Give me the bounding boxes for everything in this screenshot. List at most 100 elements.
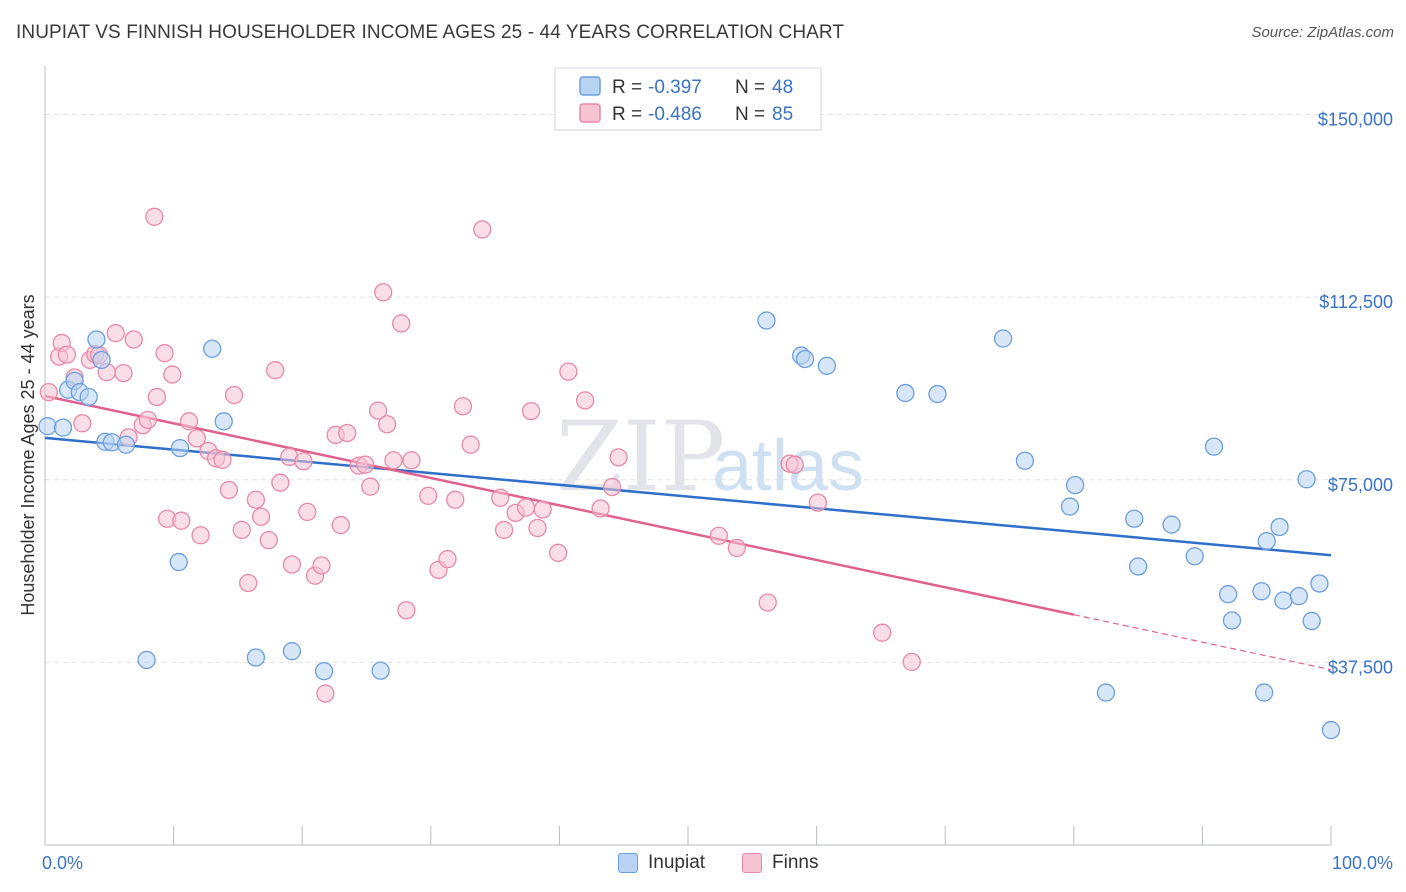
finns-point-45 — [331, 515, 350, 535]
inupiat-point-18 — [314, 661, 334, 681]
finns-point-56 — [402, 451, 421, 470]
finns-point-5 — [73, 414, 92, 433]
y-tick-label-2: $112,500 — [1319, 292, 1393, 312]
inupiat-point-0 — [38, 417, 57, 436]
finns-point-30 — [232, 520, 251, 540]
inupiat-point-1 — [53, 418, 73, 437]
inupiat-point-46 — [1310, 574, 1329, 593]
inupiat-point-27 — [1015, 451, 1035, 470]
finns-point-15 — [138, 410, 158, 430]
inupiat-point-24 — [896, 383, 915, 403]
grid-lines — [45, 114, 1395, 663]
finns-point-79 — [758, 593, 777, 612]
legend-r-label-finns: R = — [612, 104, 642, 125]
bottom-legend-label-finns: Finns — [772, 852, 819, 873]
finns-point-16 — [145, 207, 164, 226]
finns-point-59 — [438, 549, 457, 569]
finns-point-77 — [709, 526, 729, 545]
legend-r-value-inupiat: -0.397 — [648, 77, 702, 98]
finns-point-64 — [491, 488, 510, 507]
x-tick-label-1: 100.0% — [1332, 853, 1393, 873]
finns-point-53 — [384, 451, 403, 470]
finns-point-17 — [147, 387, 167, 407]
inupiat-point-39 — [1254, 683, 1274, 702]
finns-point-82 — [808, 493, 828, 512]
inupiat-point-33 — [1162, 515, 1181, 534]
inupiat-point-38 — [1252, 582, 1271, 601]
inupiat-point-6 — [87, 330, 106, 349]
legend-n-label-finns: N = — [735, 104, 765, 125]
inupiat-point-22 — [795, 349, 815, 369]
finns-point-72 — [559, 362, 578, 381]
finns-point-23 — [187, 429, 206, 448]
inupiat-point-25 — [928, 384, 947, 404]
finns-point-39 — [294, 452, 313, 471]
legend-swatch-finns — [579, 103, 601, 123]
inupiat-point-20 — [757, 311, 776, 330]
bottom-legend-swatch-inupiat — [618, 853, 638, 873]
finns-point-31 — [239, 573, 258, 593]
finns-point-36 — [271, 473, 290, 492]
inupiat-point-34 — [1185, 547, 1204, 566]
bottom-legend-swatch-finns — [742, 853, 762, 873]
finns-point-46 — [338, 423, 357, 443]
legend-r-label-inupiat: R = — [612, 77, 642, 98]
finns-point-29 — [224, 385, 244, 405]
bottom-legend-inupiat: Inupiat — [618, 852, 705, 874]
source-label: Source: ZipAtlas.com — [1251, 24, 1394, 41]
bottom-legend: Inupiat Finns — [0, 852, 1406, 876]
finns-point-76 — [609, 448, 628, 467]
finns-point-10 — [106, 324, 125, 343]
legend-r-value-finns: -0.486 — [648, 104, 702, 125]
inupiat-point-43 — [1289, 587, 1308, 606]
finns-point-62 — [461, 435, 480, 454]
finns-point-51 — [374, 283, 393, 302]
finns-point-55 — [397, 601, 416, 620]
finns-point-48 — [356, 455, 375, 474]
bottom-legend-finns: Finns — [742, 852, 818, 874]
inupiat-point-35 — [1204, 437, 1224, 456]
finns-points — [39, 207, 921, 703]
finns-point-78 — [727, 538, 747, 558]
finns-trend-extension — [1073, 614, 1332, 671]
finns-point-13 — [124, 330, 143, 349]
y-axis-label: Householder Income Ages 25 - 44 years — [18, 294, 38, 615]
finns-point-32 — [246, 490, 266, 509]
inupiat-point-28 — [1060, 497, 1080, 516]
inupiat-point-11 — [137, 650, 156, 670]
inupiat-point-12 — [170, 438, 190, 458]
finns-point-84 — [902, 652, 921, 672]
finns-point-49 — [361, 477, 380, 496]
legend-n-value-inupiat: 48 — [772, 77, 793, 98]
inupiat-point-17 — [282, 642, 302, 661]
finns-point-38 — [282, 555, 302, 574]
finns-point-63 — [473, 220, 492, 239]
inupiat-point-47 — [1321, 720, 1341, 740]
inupiat-point-36 — [1218, 585, 1238, 604]
legend-n-label-inupiat: N = — [735, 77, 765, 98]
finns-trend-line — [44, 394, 1075, 616]
tick-labels: $37,500 $75,000 $112,500 $150,000 0.0% 100.0% — [42, 110, 1393, 873]
legend-swatch-inupiat — [579, 76, 601, 96]
finns-point-40 — [298, 502, 317, 522]
finns-point-70 — [533, 500, 552, 519]
inupiat-point-19 — [371, 661, 390, 680]
finns-point-24 — [191, 526, 210, 545]
watermark-zip: ZIP — [556, 401, 725, 513]
inupiat-point-37 — [1222, 611, 1242, 630]
finns-point-21 — [172, 511, 191, 530]
inupiat-point-29 — [1065, 475, 1085, 495]
finns-point-60 — [446, 490, 465, 509]
inupiat-point-40 — [1257, 531, 1276, 551]
finns-point-71 — [548, 543, 568, 562]
finns-point-73 — [575, 391, 595, 410]
finns-point-68 — [521, 401, 541, 421]
legend-n-value-finns: 85 — [772, 104, 793, 125]
x-tick-label-0: 0.0% — [42, 853, 83, 873]
bottom-legend-label-inupiat: Inupiat — [648, 852, 706, 873]
inupiat-point-15 — [214, 412, 233, 431]
finns-point-20 — [163, 365, 182, 384]
trend-lines — [44, 394, 1332, 671]
finns-point-0 — [39, 382, 59, 402]
